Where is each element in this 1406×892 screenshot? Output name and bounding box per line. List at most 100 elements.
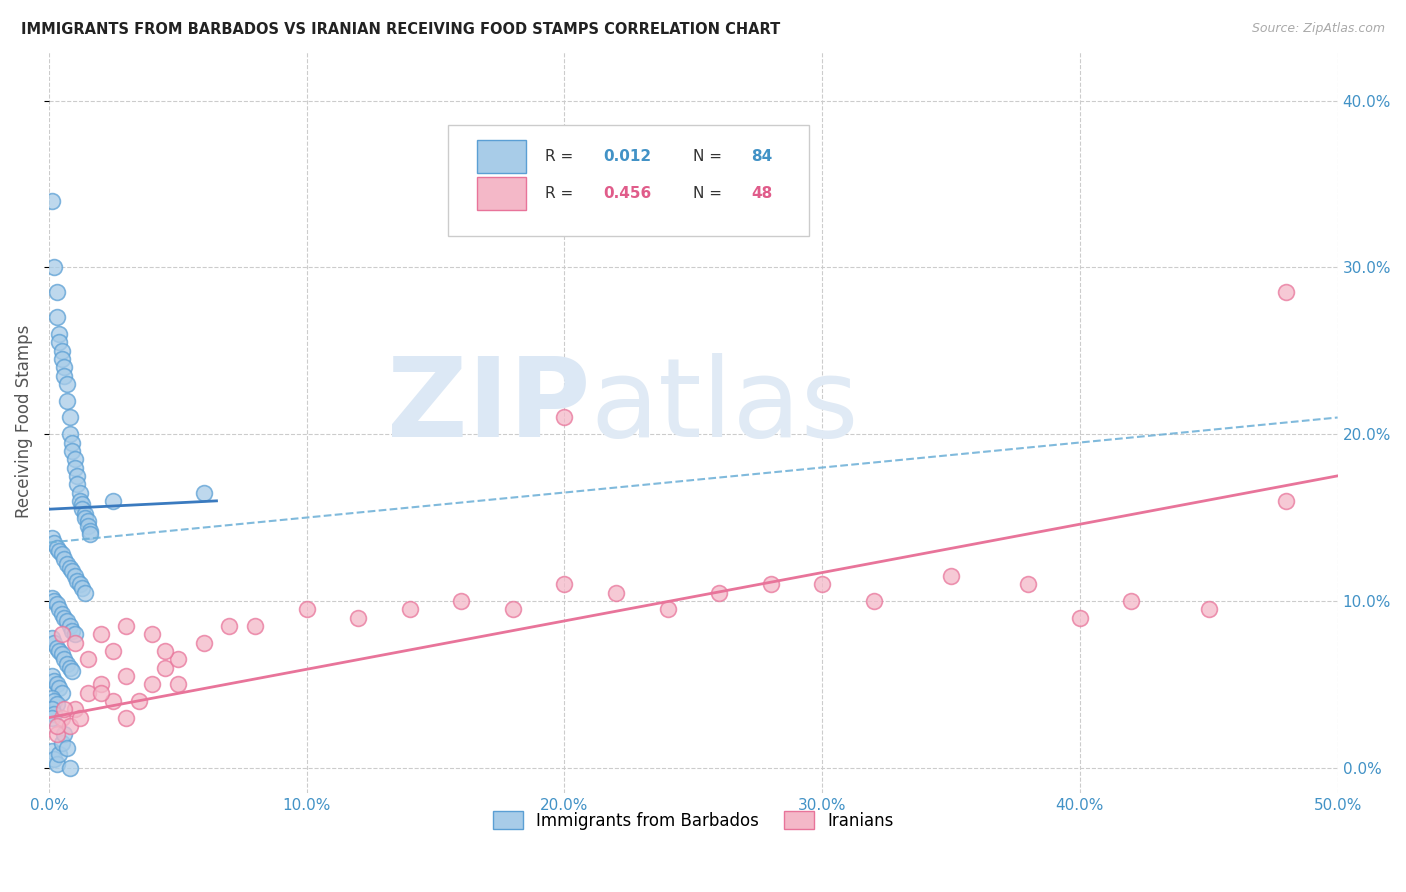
- Text: atlas: atlas: [591, 353, 859, 460]
- Legend: Immigrants from Barbados, Iranians: Immigrants from Barbados, Iranians: [486, 805, 900, 837]
- Point: [42, 635, 65, 649]
- Point: [79, 527, 101, 541]
- Text: 48: 48: [751, 186, 772, 201]
- Text: R =: R =: [546, 149, 578, 163]
- Point: [398, 602, 420, 616]
- Point: [58, 761, 80, 775]
- Point: [193, 635, 215, 649]
- Point: [51, 647, 73, 661]
- Point: [41, 744, 63, 758]
- Point: [553, 410, 575, 425]
- Text: 0.456: 0.456: [603, 186, 651, 201]
- Point: [45, 727, 67, 741]
- Point: [1121, 594, 1143, 608]
- Point: [42, 707, 65, 722]
- Point: [60, 443, 83, 458]
- Point: [89, 677, 111, 691]
- Point: [69, 485, 91, 500]
- Point: [79, 524, 101, 538]
- Point: [115, 619, 138, 633]
- Point: [89, 685, 111, 699]
- Point: [41, 702, 63, 716]
- Text: IMMIGRANTS FROM BARBADOS VS IRANIAN RECEIVING FOOD STAMPS CORRELATION CHART: IMMIGRANTS FROM BARBADOS VS IRANIAN RECE…: [21, 22, 780, 37]
- Point: [76, 685, 98, 699]
- Point: [605, 585, 627, 599]
- Point: [72, 497, 94, 511]
- Point: [53, 360, 76, 375]
- Point: [42, 673, 65, 688]
- Point: [1275, 494, 1298, 508]
- Point: [153, 660, 176, 674]
- Point: [1069, 610, 1091, 624]
- Text: 0.012: 0.012: [603, 149, 651, 163]
- Point: [53, 727, 76, 741]
- Point: [103, 694, 125, 708]
- Point: [48, 644, 70, 658]
- Point: [73, 507, 96, 521]
- Point: [72, 581, 94, 595]
- Point: [759, 577, 782, 591]
- Point: [45, 719, 67, 733]
- Point: [243, 619, 266, 633]
- Point: [73, 510, 96, 524]
- Point: [811, 577, 834, 591]
- Point: [48, 602, 70, 616]
- Point: [58, 560, 80, 574]
- Point: [141, 677, 163, 691]
- Point: [72, 502, 94, 516]
- Text: Source: ZipAtlas.com: Source: ZipAtlas.com: [1251, 22, 1385, 36]
- Point: [115, 711, 138, 725]
- Point: [45, 541, 67, 555]
- Point: [1275, 285, 1298, 300]
- Point: [45, 285, 67, 300]
- Point: [1198, 602, 1220, 616]
- Point: [42, 694, 65, 708]
- Point: [89, 627, 111, 641]
- Point: [63, 460, 86, 475]
- Point: [58, 719, 80, 733]
- Point: [53, 702, 76, 716]
- Text: N =: N =: [693, 186, 727, 201]
- Bar: [477, 140, 526, 173]
- Point: [51, 607, 73, 622]
- Point: [45, 597, 67, 611]
- Point: [42, 535, 65, 549]
- Point: [51, 685, 73, 699]
- Point: [103, 494, 125, 508]
- Point: [56, 740, 79, 755]
- Point: [60, 624, 83, 638]
- Y-axis label: Receiving Food Stamps: Receiving Food Stamps: [15, 325, 32, 518]
- Point: [73, 585, 96, 599]
- Point: [193, 485, 215, 500]
- Text: 84: 84: [751, 149, 772, 163]
- Point: [42, 752, 65, 766]
- Point: [63, 702, 86, 716]
- Point: [166, 652, 188, 666]
- Point: [63, 627, 86, 641]
- Point: [48, 544, 70, 558]
- Point: [141, 627, 163, 641]
- Point: [51, 711, 73, 725]
- Point: [553, 577, 575, 591]
- Point: [502, 602, 524, 616]
- Point: [41, 194, 63, 208]
- Point: [76, 519, 98, 533]
- Text: R =: R =: [546, 186, 578, 201]
- Point: [48, 681, 70, 695]
- Point: [53, 610, 76, 624]
- Point: [42, 260, 65, 275]
- Point: [939, 569, 962, 583]
- Point: [41, 690, 63, 705]
- Point: [707, 585, 730, 599]
- Point: [128, 694, 150, 708]
- Point: [1017, 577, 1039, 591]
- Point: [42, 594, 65, 608]
- Point: [63, 635, 86, 649]
- Point: [153, 644, 176, 658]
- Point: [45, 310, 67, 325]
- Point: [450, 594, 472, 608]
- Point: [48, 747, 70, 762]
- Point: [53, 368, 76, 383]
- Point: [48, 335, 70, 350]
- Point: [657, 602, 679, 616]
